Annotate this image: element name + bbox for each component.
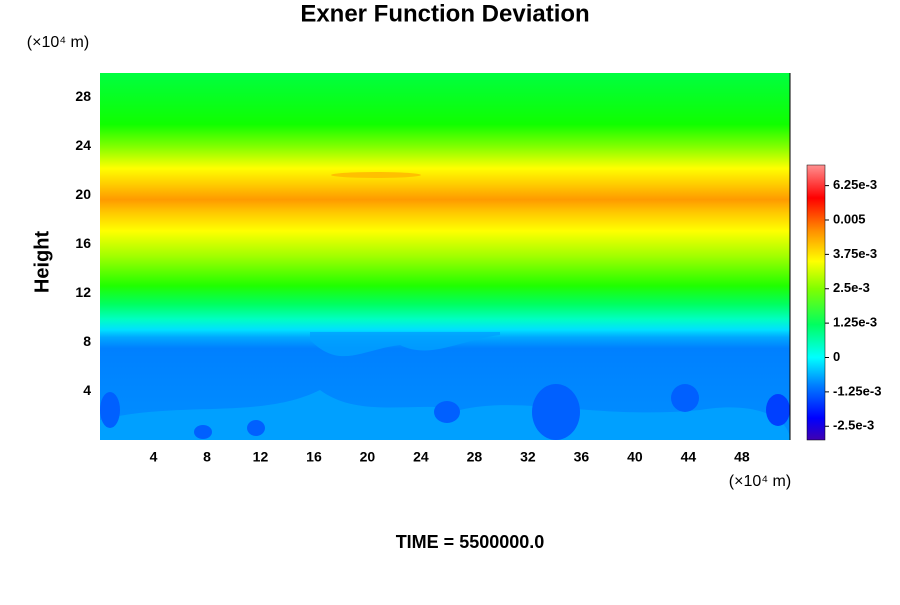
x-tick-label: 32 [520, 449, 536, 465]
y-unit: (×10⁴ m) [27, 34, 89, 51]
colorbar-tick-label: 6.25e-3 [833, 177, 877, 192]
y-tick-label: 24 [75, 137, 91, 153]
x-tick-label: 24 [413, 449, 429, 465]
x-tick-label: 48 [734, 449, 750, 465]
colorbar-tick-label: 3.75e-3 [833, 246, 877, 261]
colorbar-tick-label: 2.5e-3 [833, 280, 870, 295]
x-tick-label: 4 [150, 449, 158, 465]
y-tick-label: 16 [75, 235, 91, 251]
y-tick-label: 8 [83, 333, 91, 349]
y-tick-label: 20 [75, 186, 91, 202]
colorbar-tick-label: 0.005 [833, 211, 866, 226]
x-tick-label: 16 [306, 449, 322, 465]
contour-patches [100, 172, 790, 440]
y-tick-label: 12 [75, 284, 91, 300]
x-tick-label: 40 [627, 449, 643, 465]
x-tick-label: 8 [203, 449, 211, 465]
y-tick-label: 4 [83, 382, 91, 398]
x-tick-label: 44 [681, 449, 697, 465]
x-tick-label: 36 [574, 449, 590, 465]
colorbar-tick-label: 0 [833, 349, 840, 364]
x-tick-label: 28 [467, 449, 483, 465]
colorbar-tick-label: -1.25e-3 [833, 383, 881, 398]
time-label: TIME = 5500000.0 [396, 532, 545, 552]
colorbar-tick-label: -2.5e-3 [833, 418, 874, 433]
colorbar-tick-label: 1.25e-3 [833, 315, 877, 330]
y-axis-label: Height [31, 231, 53, 294]
x-tick-label: 20 [360, 449, 376, 465]
chart-title: Exner Function Deviation [300, 0, 589, 27]
contour-field [100, 73, 790, 440]
x-unit: (×10⁴ m) [729, 473, 791, 490]
y-tick-label: 28 [75, 88, 91, 104]
colorbar [806, 164, 826, 441]
x-tick-label: 12 [253, 449, 269, 465]
